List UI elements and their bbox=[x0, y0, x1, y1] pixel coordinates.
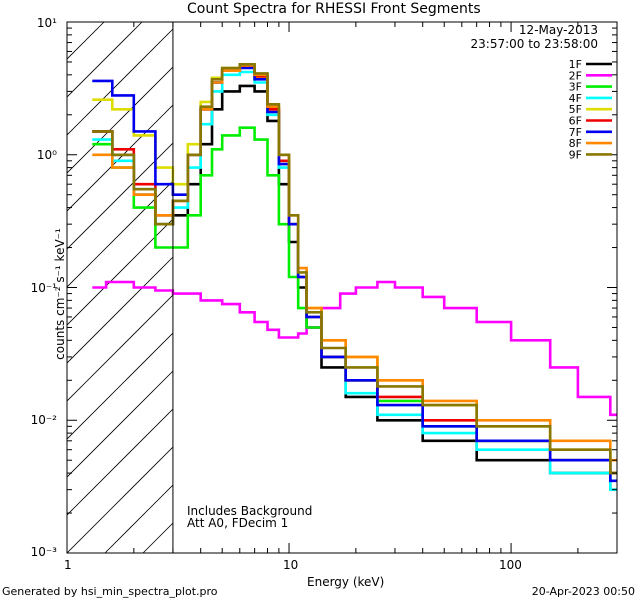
date-label: 12-May-2013 bbox=[518, 23, 598, 37]
legend-label-8F: 8F bbox=[569, 137, 582, 150]
generator-footer: Generated by hsi_min_spectra_plot.pro bbox=[2, 585, 218, 598]
axis-ticks bbox=[66, 22, 618, 554]
x-tick-label-10: 10 bbox=[283, 558, 299, 572]
legend-label-7F: 7F bbox=[569, 126, 582, 139]
chart-title: Count Spectra for RHESSI Front Segments bbox=[187, 1, 481, 17]
y-tick-label-1: 10¹ bbox=[36, 16, 57, 30]
y-axis-label: counts cm⁻² s⁻¹ keV⁻¹ bbox=[53, 228, 67, 360]
y-tick-label-5: 10⁻³ bbox=[30, 545, 57, 559]
y-tick-label-4: 10⁻² bbox=[30, 413, 57, 427]
legend-label-5F: 5F bbox=[569, 103, 582, 116]
hatch-line bbox=[0, 22, 28, 553]
legend-label-2F: 2F bbox=[569, 69, 582, 82]
x-tick-label-100: 100 bbox=[499, 558, 522, 572]
timestamp-footer: 20-Apr-2023 00:50 bbox=[531, 585, 635, 598]
legend-label-1F: 1F bbox=[569, 58, 582, 71]
y-tick-label-3: 10⁻¹ bbox=[30, 281, 57, 295]
annotation-attenuator: Att A0, FDecim 1 bbox=[187, 516, 289, 530]
hatch-line bbox=[67, 22, 257, 212]
legend-label-4F: 4F bbox=[569, 92, 582, 105]
time-range-label: 23:57:00 to 23:58:00 bbox=[470, 37, 598, 51]
legend-label-3F: 3F bbox=[569, 81, 582, 94]
y-tick-label-2: 10⁰ bbox=[36, 148, 57, 162]
hatch-line bbox=[67, 22, 181, 136]
legend-label-9F: 9F bbox=[569, 148, 582, 161]
annotation-background: Includes Background bbox=[187, 504, 313, 518]
legend-label-6F: 6F bbox=[569, 115, 582, 128]
x-axis-label: Energy (keV) bbox=[307, 575, 385, 589]
x-tick-label-1: 1 bbox=[64, 558, 72, 572]
